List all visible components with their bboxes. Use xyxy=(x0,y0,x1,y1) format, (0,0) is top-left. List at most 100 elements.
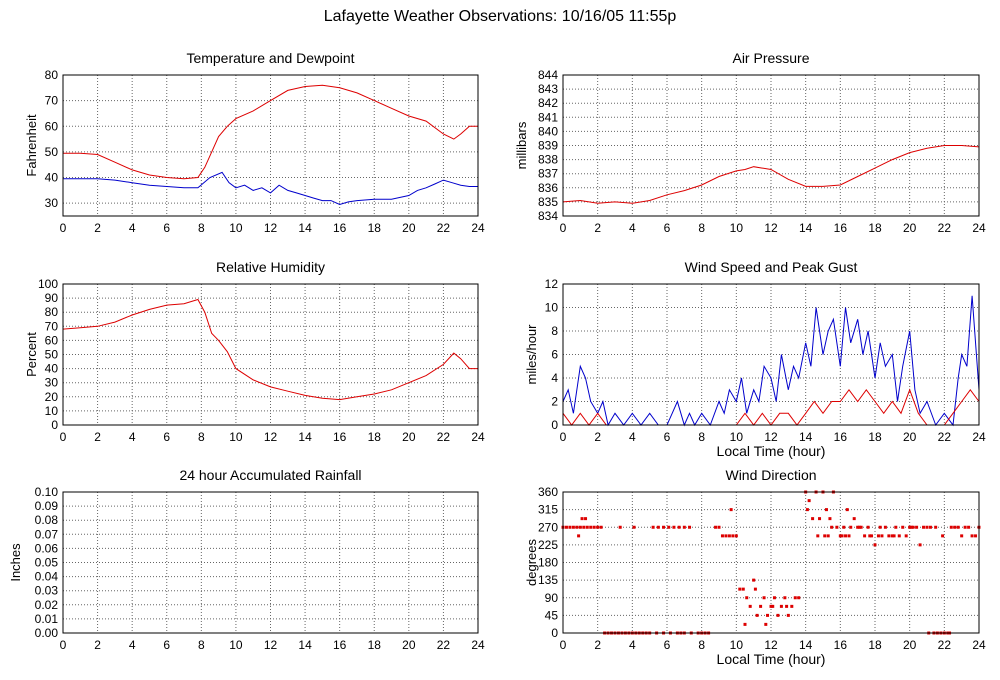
x-tick-label: 18 xyxy=(368,430,382,444)
plot-frame xyxy=(62,74,479,217)
data-point xyxy=(856,525,860,529)
y-tick-label: 0.03 xyxy=(35,584,59,598)
x-tick-label: 4 xyxy=(129,430,136,444)
x-tick-label: 8 xyxy=(698,638,705,652)
data-point xyxy=(769,604,773,608)
x-tick-label: 14 xyxy=(799,221,813,235)
plot-frame xyxy=(562,74,980,217)
y-tick-label: 837 xyxy=(538,167,558,181)
x-tick-label: 22 xyxy=(938,638,952,652)
x-tick-label: 16 xyxy=(834,221,848,235)
y-tick-label: 30 xyxy=(45,376,59,390)
data-point xyxy=(766,613,770,617)
data-point xyxy=(953,525,957,529)
data-point xyxy=(918,543,922,547)
data-point xyxy=(672,525,676,529)
data-point xyxy=(970,534,974,538)
data-point xyxy=(826,534,830,538)
x-tick-label: 24 xyxy=(972,638,986,652)
data-point xyxy=(818,517,822,521)
y-tick-label: 841 xyxy=(538,110,558,124)
y-tick-label: 360 xyxy=(538,485,558,499)
x-tick-label: 0 xyxy=(60,221,67,235)
y-tick-label: 20 xyxy=(45,390,59,404)
data-point xyxy=(753,587,757,591)
y-axis-label: millibars xyxy=(514,121,529,169)
data-point xyxy=(632,525,636,529)
x-tick-label: 22 xyxy=(437,221,451,235)
x-tick-label: 12 xyxy=(264,638,278,652)
x-tick-label: 2 xyxy=(594,638,601,652)
data-point xyxy=(662,525,666,529)
y-tick-label: 842 xyxy=(538,96,558,110)
x-tick-label: 10 xyxy=(730,221,744,235)
data-point xyxy=(868,534,872,538)
x-tick-label: 10 xyxy=(730,430,744,444)
data-point xyxy=(847,534,851,538)
data-point xyxy=(589,525,593,529)
data-point xyxy=(688,525,692,529)
data-point xyxy=(793,596,797,600)
plot-frame xyxy=(62,491,479,634)
data-point xyxy=(866,525,870,529)
data-point xyxy=(734,534,738,538)
data-point xyxy=(667,525,671,529)
x-tick-label: 16 xyxy=(333,430,347,444)
data-point xyxy=(724,534,728,538)
chart-humidity: 0 2 4 6 8 10 12 14 16 18 20 22 240102030405060708090… xyxy=(24,259,485,444)
y-tick-label: 6 xyxy=(551,348,558,362)
x-tick-label: 2 xyxy=(594,430,601,444)
y-tick-label: 0.10 xyxy=(35,485,59,499)
chart-pressure: 0 2 4 6 8 10 12 14 16 18 20 22 248348358368378388398… xyxy=(514,50,986,235)
data-point xyxy=(738,587,742,591)
data-point xyxy=(714,525,718,529)
data-point xyxy=(727,534,731,538)
data-point xyxy=(805,508,809,512)
y-tick-label: 180 xyxy=(538,556,558,570)
data-point xyxy=(876,534,880,538)
data-point xyxy=(596,525,600,529)
data-point xyxy=(584,517,588,521)
x-tick-label: 8 xyxy=(198,221,205,235)
data-point xyxy=(741,587,745,591)
y-axis-label: Fahrenheit xyxy=(24,114,39,177)
data-point xyxy=(682,525,686,529)
plot-frame xyxy=(62,283,479,426)
data-point xyxy=(824,508,828,512)
data-point xyxy=(755,613,759,617)
y-tick-label: 835 xyxy=(538,195,558,209)
data-point xyxy=(908,525,912,529)
chart-title: Wind Speed and Peak Gust xyxy=(685,259,858,275)
y-tick-label: 0 xyxy=(551,418,558,432)
data-point xyxy=(582,525,586,529)
chart-title: 24 hour Accumulated Rainfall xyxy=(179,467,361,483)
data-point xyxy=(729,508,733,512)
data-point xyxy=(845,508,849,512)
data-point xyxy=(720,534,724,538)
data-point xyxy=(928,525,932,529)
data-point xyxy=(585,525,589,529)
y-tick-label: 843 xyxy=(538,82,558,96)
x-tick-label: 6 xyxy=(163,221,170,235)
y-tick-label: 135 xyxy=(538,573,558,587)
x-tick-label: 6 xyxy=(163,430,170,444)
y-axis-label: Percent xyxy=(24,332,39,377)
data-point xyxy=(578,525,582,529)
x-tick-label: 20 xyxy=(402,221,416,235)
y-tick-label: 0.00 xyxy=(35,626,59,640)
data-point xyxy=(915,525,919,529)
y-tick-label: 225 xyxy=(538,538,558,552)
y-tick-label: 80 xyxy=(45,68,59,82)
data-point xyxy=(894,525,898,529)
y-tick-label: 0.02 xyxy=(35,598,59,612)
y-tick-label: 834 xyxy=(538,209,558,223)
data-point xyxy=(575,525,579,529)
page-title: Lafayette Weather Observations: 10/16/05… xyxy=(323,8,677,25)
x-tick-label: 22 xyxy=(437,430,451,444)
x-tick-label: 8 xyxy=(698,221,705,235)
x-tick-label: 6 xyxy=(664,430,671,444)
data-point xyxy=(880,534,884,538)
y-tick-label: 0.01 xyxy=(35,612,59,626)
data-point xyxy=(790,604,794,608)
